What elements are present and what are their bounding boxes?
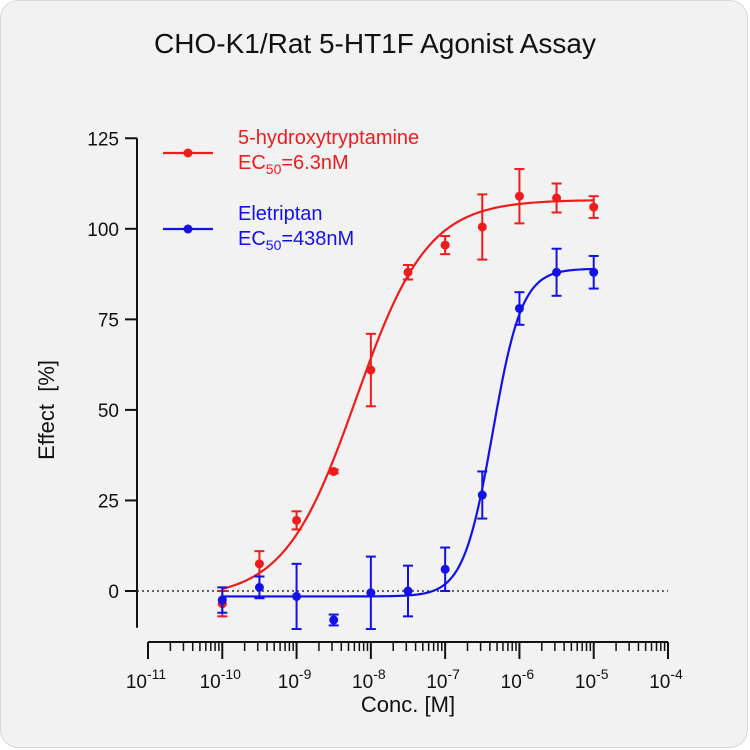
data-point: [366, 588, 376, 598]
x-tick-label: 10-4: [649, 666, 683, 693]
data-point: [292, 591, 302, 601]
chart-title: CHO-K1/Rat 5-HT1F Agonist Assay: [154, 28, 596, 59]
legend-ec50-1: EC50=438nM: [238, 228, 354, 253]
data-point: [477, 490, 487, 500]
data-point: [589, 267, 599, 277]
x-tick-label: 10-7: [426, 666, 460, 693]
data-point: [403, 267, 413, 277]
legend-ec50-0: EC50=6.3nM: [238, 152, 349, 177]
x-tick-label: 10-10: [200, 666, 242, 693]
y-tick-label: 25: [98, 491, 119, 512]
y-tick-label: 0: [108, 582, 119, 603]
y-tick-label: 50: [98, 401, 119, 422]
x-axis-title: Conc. [M]: [361, 692, 455, 717]
data-point: [254, 582, 264, 592]
data-point: [254, 559, 264, 569]
legend-label-0: 5-hydroxytryptamine: [238, 127, 419, 149]
data-point: [329, 615, 339, 625]
legend-marker-0: [183, 148, 193, 158]
data-point: [440, 240, 450, 250]
y-tick-label: 125: [87, 129, 119, 150]
data-point: [403, 586, 413, 596]
data-point: [217, 595, 227, 605]
data-point: [589, 202, 599, 212]
data-point: [477, 222, 487, 232]
data-point: [440, 564, 450, 574]
x-tick-label: 10-11: [126, 666, 167, 693]
data-point: [514, 303, 524, 313]
x-tick-label: 10-9: [278, 666, 312, 693]
data-point: [329, 466, 339, 476]
fit-curve-1: [222, 267, 594, 598]
data-point: [552, 193, 562, 203]
y-tick-label: 100: [87, 220, 119, 241]
x-tick-label: 10-8: [352, 666, 386, 693]
data-point: [292, 515, 302, 525]
y-tick-label: 75: [98, 310, 119, 331]
x-tick-label: 10-5: [575, 666, 609, 693]
legend-label-1: Eletriptan: [238, 203, 323, 225]
data-point: [552, 267, 562, 277]
y-axis-title: Effect [%]: [34, 360, 59, 460]
data-point: [366, 365, 376, 375]
legend-marker-1: [183, 224, 193, 234]
x-tick-label: 10-6: [501, 666, 535, 693]
data-point: [514, 191, 524, 201]
fit-curve-0: [222, 199, 594, 590]
